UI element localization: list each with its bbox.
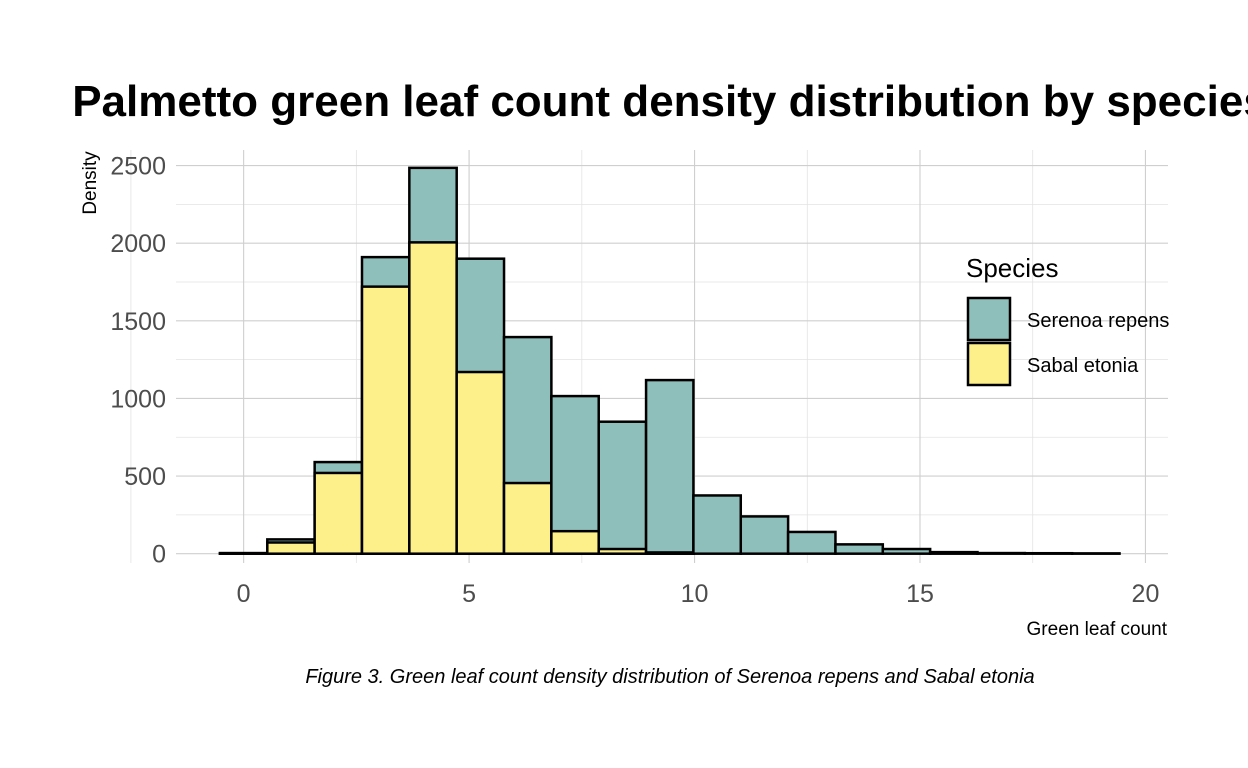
legend: Species Serenoa repens Sabal etonia: [966, 253, 1169, 387]
bar-serenoa-repens: [739, 515, 790, 555]
bar-sabal-etonia: [266, 541, 316, 555]
y-tick-label: 0: [152, 541, 166, 569]
bar-sabal-etonia: [455, 370, 506, 555]
bar-serenoa-repens: [692, 494, 743, 555]
figure-caption: Figure 3. Green leaf count density distr…: [305, 666, 1034, 688]
x-tick-labels: 0 5 10 15 20: [237, 580, 1160, 608]
bar-sabal-etonia: [408, 241, 458, 555]
y-tick-label: 1500: [110, 308, 166, 336]
legend-key-serenoa-repens: [966, 296, 1012, 342]
legend-label: Sabal etonia: [1027, 355, 1139, 377]
bar-sabal-etonia: [597, 547, 648, 555]
bar-serenoa-repens: [644, 378, 695, 555]
y-tick-label: 500: [124, 463, 166, 491]
bar-sabal-etonia: [313, 471, 364, 555]
bars: [218, 166, 1121, 555]
legend-label: Serenoa repens: [1027, 310, 1169, 332]
y-tick-label: 2500: [110, 153, 166, 181]
bar-sabal-etonia: [360, 285, 411, 555]
chart-title: Palmetto green leaf count density distri…: [72, 77, 1248, 126]
bar-serenoa-repens: [550, 394, 600, 555]
legend-key-sabal-etonia: [966, 341, 1012, 387]
x-tick-label: 15: [906, 580, 934, 608]
bar-sabal-etonia: [644, 551, 695, 555]
bar-serenoa-repens: [881, 547, 932, 555]
bar-sabal-etonia: [550, 529, 600, 555]
x-tick-label: 20: [1132, 580, 1160, 608]
x-tick-label: 5: [462, 580, 476, 608]
bar-serenoa-repens: [786, 530, 837, 555]
bar-serenoa-repens: [928, 550, 979, 555]
bar-serenoa-repens: [834, 543, 885, 555]
x-tick-label: 10: [681, 580, 709, 608]
y-axis-title: Density: [80, 151, 101, 215]
bar-sabal-etonia: [502, 481, 553, 555]
x-axis-title: Green leaf count: [1027, 619, 1168, 640]
y-tick-label: 2000: [110, 230, 166, 258]
bar-serenoa-repens: [976, 551, 1027, 555]
y-tick-label: 1000: [110, 385, 166, 413]
x-tick-label: 0: [237, 580, 251, 608]
y-tick-labels: 0 500 1000 1500 2000 2500: [110, 153, 166, 569]
legend-title: Species: [966, 253, 1059, 283]
bar-serenoa-repens: [597, 420, 648, 555]
